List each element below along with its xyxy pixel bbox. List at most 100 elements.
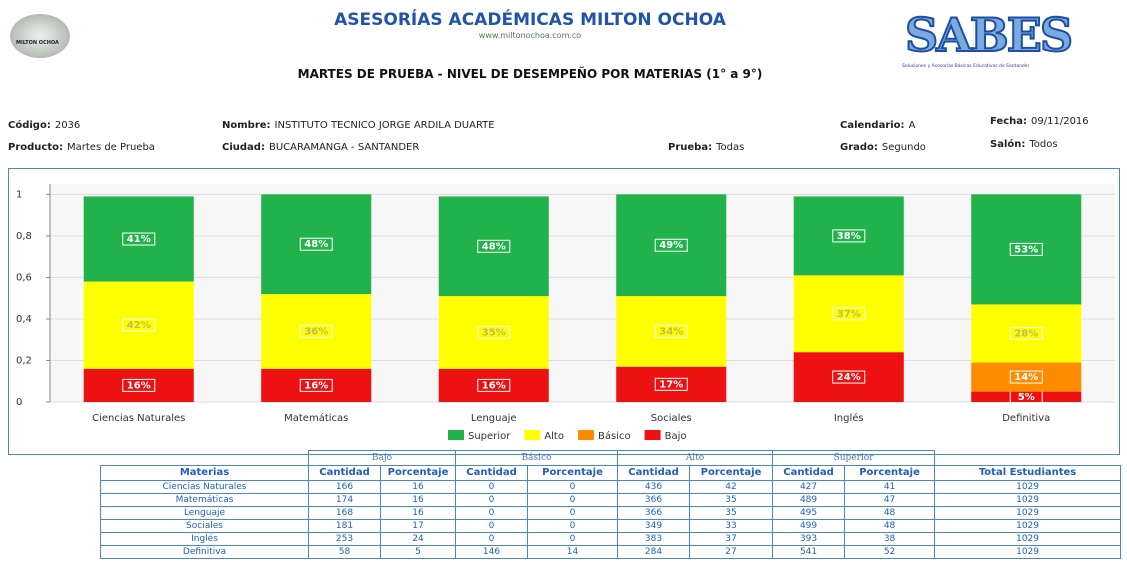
table-cell: Matemáticas (100, 493, 309, 507)
label-box (654, 324, 688, 338)
table-cell: Definitiva (100, 545, 309, 559)
info-field: Nombre: INSTITUTO TECNICO JORGE ARDILA DU… (222, 120, 495, 131)
x-tick-label: Definitiva (1002, 413, 1050, 424)
table-row: Sociales 181 17 0 0 349 33 499 48 1029 (100, 519, 1122, 533)
group-header: Alto (617, 450, 774, 466)
info-field: Código: 2036 (8, 120, 80, 131)
table-cell: 168 (308, 506, 381, 520)
header-title: ASESORÍAS ACADÉMICAS MILTON OCHOA (334, 10, 726, 30)
bar-segment (83, 368, 194, 402)
table-cell: 16 (379, 480, 457, 494)
y-tick-label: 0,8 (16, 231, 32, 242)
x-tick-label: Matemáticas (284, 412, 348, 424)
table-cell: 166 (308, 480, 381, 494)
y-tick-label: 0,4 (16, 314, 32, 325)
table-cell: 1029 (934, 519, 1122, 533)
info-value: Segundo (881, 142, 926, 153)
table-cell: 393 (772, 532, 846, 546)
logo-left-text: MILTON OCHOA (16, 40, 59, 46)
legend-label: Superior (468, 431, 511, 442)
bar-segment (438, 368, 549, 402)
label-box (1009, 370, 1043, 384)
table-row: Matemáticas 174 16 0 0 366 35 489 47 1029 (100, 493, 1122, 507)
table-cell: 366 (617, 493, 691, 507)
header-website: www.miltonochoa.com.co (478, 31, 582, 40)
info-label: Producto: (8, 142, 63, 153)
table-row: Inglés 253 24 0 0 383 37 393 38 1029 (100, 532, 1122, 546)
table-cell: 1029 (934, 506, 1122, 520)
label-box (477, 325, 511, 339)
legend-label: Alto (544, 431, 564, 442)
data-label: 53% (1014, 244, 1038, 255)
plot-area (50, 184, 1115, 402)
data-label: 48% (482, 241, 506, 252)
info-label: Calendario: (840, 120, 905, 131)
info-value: A (908, 120, 916, 131)
data-label: 14% (1014, 372, 1038, 383)
column-header: Porcentaje (844, 465, 936, 481)
table-cell: 33 (689, 519, 774, 533)
table-cell: 427 (772, 480, 846, 494)
label-box (1009, 326, 1043, 340)
label-box (477, 239, 511, 253)
table-cell: 17 (379, 519, 457, 533)
table-cell: Lenguaje (100, 506, 309, 520)
table-row: Lenguaje 168 16 0 0 366 35 495 48 1029 (100, 506, 1122, 520)
column-header: Porcentaje (689, 465, 774, 481)
data-label: 49% (659, 240, 683, 251)
table-cell: 35 (689, 506, 774, 520)
column-header: Porcentaje (379, 465, 457, 481)
table-cell: Inglés (100, 532, 309, 546)
data-label: 42% (127, 320, 151, 331)
label-box (299, 378, 333, 392)
info-field: Fecha: 09/11/2016 (990, 116, 1089, 127)
y-tick-label: 0 (16, 397, 22, 408)
info-label: Grado: (840, 142, 878, 153)
table-cell: Ciencias Naturales (100, 480, 309, 494)
table-cell: Sociales (100, 519, 309, 533)
table-cell: 349 (617, 519, 691, 533)
info-label: Fecha: (990, 116, 1028, 127)
info-label: Código: (8, 120, 51, 131)
group-header: Bajo (307, 450, 457, 466)
bar-segment (971, 194, 1082, 305)
info-field: Prueba: Todas (668, 142, 744, 153)
table-cell: 0 (527, 519, 619, 533)
info-value: Todas (716, 142, 745, 153)
x-tick-label: Sociales (651, 413, 692, 424)
bar-segment (971, 391, 1082, 402)
table-cell: 41 (844, 480, 936, 494)
data-label: 35% (482, 327, 506, 338)
table-cell: 0 (527, 480, 619, 494)
group-header: Superior (772, 450, 936, 466)
table-cell: 0 (455, 480, 529, 494)
label-box (654, 377, 688, 391)
table-cell: 1029 (934, 532, 1122, 546)
x-tick-label: Ciencias Naturales (92, 413, 185, 424)
bar-segment (616, 296, 727, 367)
info-field: Grado: Segundo (840, 142, 926, 153)
table-cell: 0 (527, 532, 619, 546)
bar-segment (83, 281, 194, 369)
table-cell: 0 (455, 493, 529, 507)
info-field: Producto: Martes de Prueba (8, 142, 155, 153)
label-box (654, 238, 688, 252)
data-label: 17% (659, 379, 683, 390)
bar-segment (971, 304, 1082, 363)
table-cell: 58 (308, 545, 381, 559)
label-box (299, 237, 333, 251)
table-cell: 1029 (934, 480, 1122, 494)
data-label: 28% (1014, 328, 1038, 339)
data-table: Bajo Básico Alto Superior Materias Cantid… (100, 450, 1122, 559)
blank (935, 451, 1121, 466)
data-label: 37% (837, 309, 861, 320)
table-cell: 253 (308, 532, 381, 546)
logo-right: SABES (904, 7, 1074, 63)
table-cell: 27 (689, 545, 774, 559)
table-cell: 181 (308, 519, 381, 533)
header-subtitle: MARTES DE PRUEBA - NIVEL DE DESEMPEÑO PO… (297, 67, 763, 81)
y-tick-label: 1 (16, 189, 22, 200)
table-cell: 16 (379, 506, 457, 520)
bar-segment (971, 362, 1082, 392)
